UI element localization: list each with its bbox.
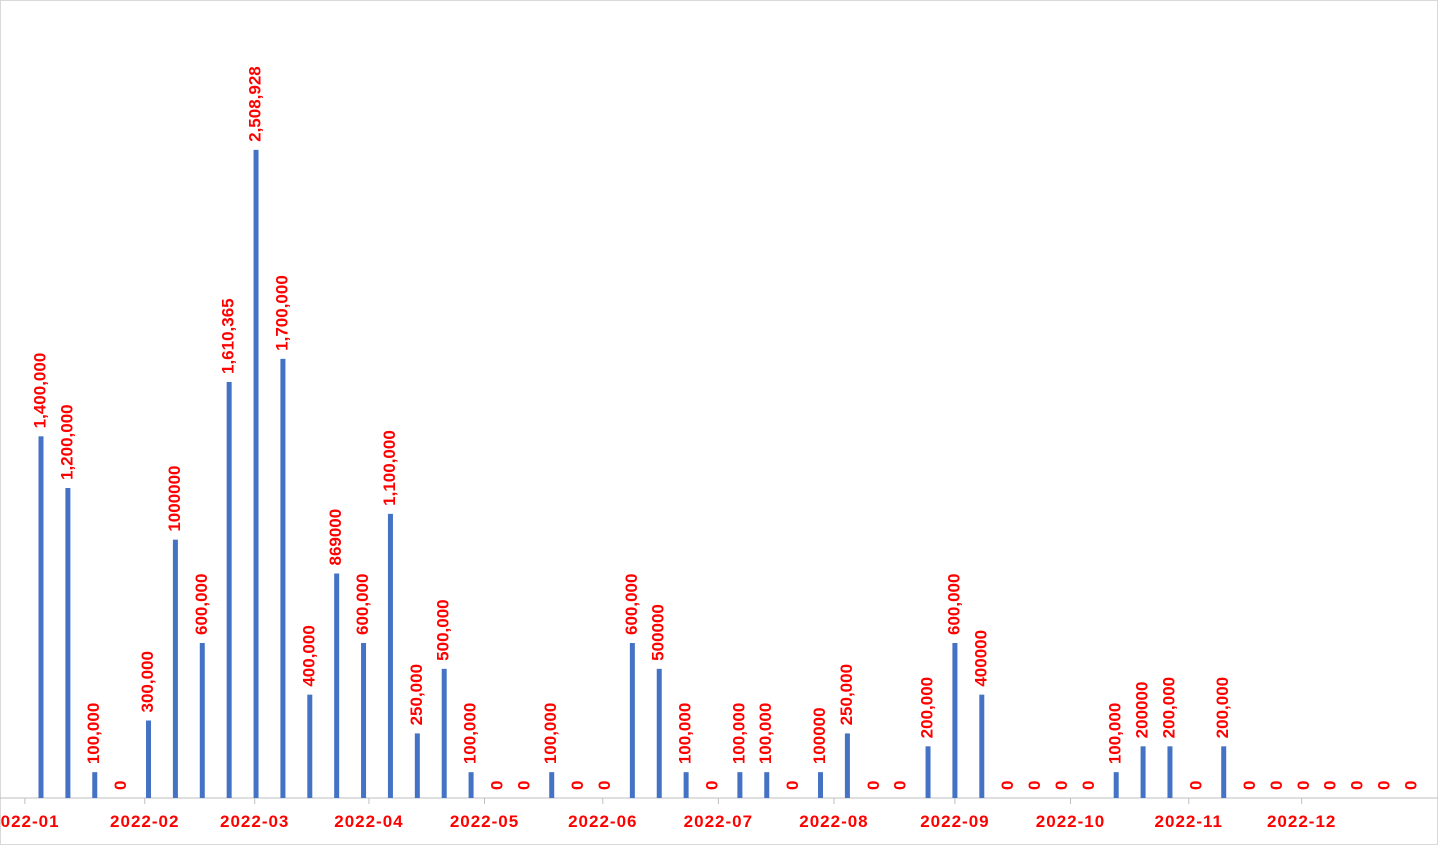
value-label: 1,400,000 <box>30 353 49 429</box>
bar <box>253 149 259 799</box>
value-label: 0 <box>1025 781 1044 790</box>
bar <box>65 488 71 798</box>
value-label: 500,000 <box>434 599 453 660</box>
bar <box>441 668 447 798</box>
value-label: 200,000 <box>1213 677 1232 738</box>
value-label: 0 <box>1401 781 1420 790</box>
value-label: 1000000 <box>165 465 184 531</box>
value-label: 100,000 <box>541 703 560 764</box>
value-label: 200,000 <box>918 677 937 738</box>
bar <box>1113 772 1119 798</box>
bar <box>172 539 178 798</box>
value-label: 600,000 <box>944 574 963 635</box>
x-tick-label: 2022-08 <box>799 812 868 831</box>
value-label: 100,000 <box>729 703 748 764</box>
value-label: 1,200,000 <box>57 404 76 480</box>
bar <box>764 772 770 798</box>
bar <box>387 513 393 798</box>
bar <box>146 720 152 798</box>
value-label: 300,000 <box>138 651 157 712</box>
value-label: 2,508,928 <box>246 66 265 142</box>
value-label: 0 <box>1240 781 1259 790</box>
bar <box>737 772 743 798</box>
value-label: 0 <box>1348 781 1367 790</box>
bar <box>629 643 635 798</box>
x-tick-label: 2022-09 <box>920 812 989 831</box>
value-label: 0 <box>111 781 130 790</box>
value-label: 0 <box>1321 781 1340 790</box>
bar <box>334 573 340 798</box>
bar <box>38 436 44 798</box>
x-tick-label: 2022-06 <box>568 812 637 831</box>
value-label: 869000 <box>326 509 345 566</box>
value-label: 0 <box>891 781 910 790</box>
value-label: 0 <box>568 781 587 790</box>
value-label: 0 <box>998 781 1017 790</box>
value-label: 100,000 <box>756 703 775 764</box>
x-tick-label: 2022-03 <box>220 812 289 831</box>
x-tick-label: 2022-07 <box>684 812 753 831</box>
value-label: 100,000 <box>84 703 103 764</box>
bar <box>199 643 205 798</box>
bar <box>549 772 555 798</box>
value-label: 0 <box>1186 781 1205 790</box>
bar <box>1140 746 1146 798</box>
bar <box>280 358 286 798</box>
bar <box>952 643 958 798</box>
value-label: 0 <box>702 781 721 790</box>
bar <box>361 643 367 798</box>
value-label: 400000 <box>971 630 990 687</box>
bar <box>307 694 313 798</box>
value-label: 1,100,000 <box>380 430 399 506</box>
value-label: 400,000 <box>299 625 318 686</box>
value-label: 100,000 <box>676 703 695 764</box>
value-label: 0 <box>1374 781 1393 790</box>
x-tick-label: 2022-10 <box>1036 812 1105 831</box>
bar <box>468 772 474 798</box>
x-tick-label: 2022-12 <box>1267 812 1336 831</box>
bar <box>226 381 232 798</box>
value-label: 1,700,000 <box>272 275 291 351</box>
value-label: 1,610,365 <box>219 298 238 374</box>
value-label: 0 <box>1267 781 1286 790</box>
value-label: 0 <box>1294 781 1313 790</box>
value-label: 100000 <box>810 707 829 764</box>
value-label: 250,000 <box>837 664 856 725</box>
bar <box>656 668 662 798</box>
value-label: 100,000 <box>461 703 480 764</box>
value-label: 600,000 <box>622 574 641 635</box>
value-label: 500000 <box>649 604 668 661</box>
value-label: 0 <box>864 781 883 790</box>
x-tick-label: 2022-04 <box>334 812 403 831</box>
value-label: 0 <box>783 781 802 790</box>
x-tick-label: 2022-11 <box>1155 812 1223 831</box>
value-label: 250,000 <box>407 664 426 725</box>
value-label: 100,000 <box>1106 703 1125 764</box>
bar <box>818 772 824 798</box>
x-tick-label: 2022-02 <box>110 812 179 831</box>
x-tick-label: 2022-05 <box>450 812 519 831</box>
bar <box>979 694 985 798</box>
value-label: 0 <box>595 781 614 790</box>
bar <box>92 772 98 798</box>
x-tick-label: 2022-01 <box>0 812 60 831</box>
bar <box>1221 746 1227 798</box>
value-label: 600,000 <box>353 574 372 635</box>
bar <box>1167 746 1173 798</box>
bar <box>844 733 850 798</box>
value-label: 0 <box>487 781 506 790</box>
value-label: 0 <box>514 781 533 790</box>
value-label: 200,000 <box>1159 677 1178 738</box>
value-label: 600,000 <box>192 574 211 635</box>
bar <box>683 772 689 798</box>
bar <box>414 733 420 798</box>
value-label: 0 <box>1052 781 1071 790</box>
value-label: 200000 <box>1133 682 1152 739</box>
value-label: 0 <box>1079 781 1098 790</box>
bar <box>925 746 931 798</box>
